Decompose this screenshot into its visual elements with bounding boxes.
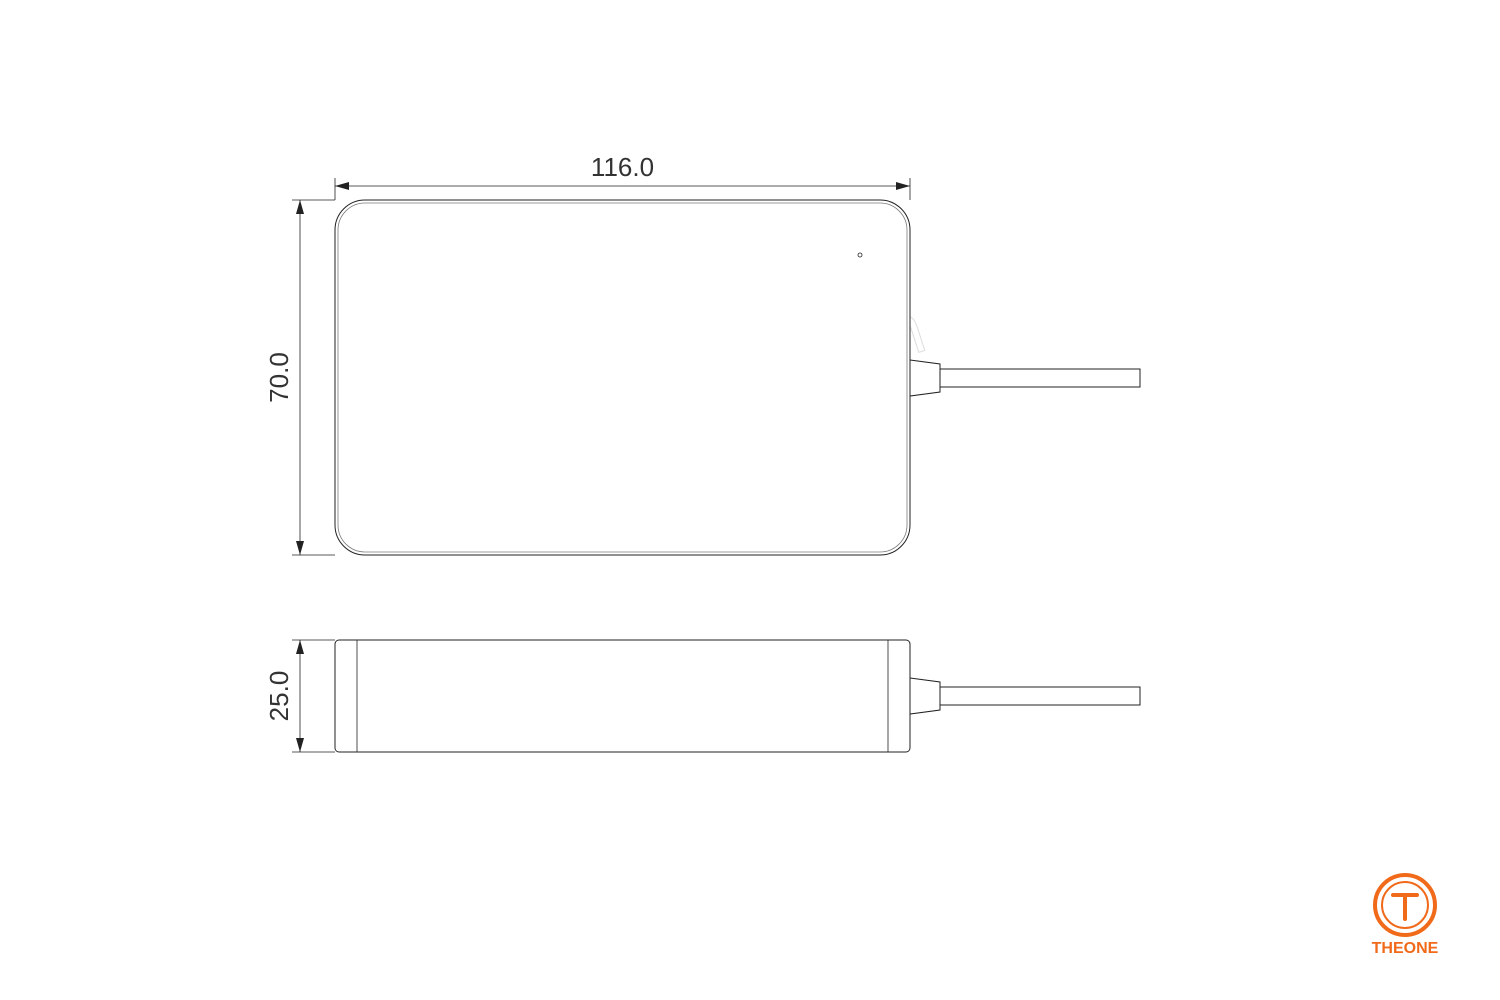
dim-width-label: 116.0 (591, 152, 654, 182)
cable-wire (940, 369, 1140, 387)
top-view (335, 200, 1140, 555)
cable-boot (910, 360, 940, 396)
brand-label: THEONE (1372, 940, 1439, 957)
cable-boot (910, 678, 940, 714)
brand-logo: THEONE (1372, 875, 1439, 957)
dim-thickness-label: 25.0 (264, 671, 294, 722)
side-view (335, 640, 1140, 752)
cable-wire (940, 687, 1140, 705)
dim-height-label: 70.0 (264, 352, 294, 403)
